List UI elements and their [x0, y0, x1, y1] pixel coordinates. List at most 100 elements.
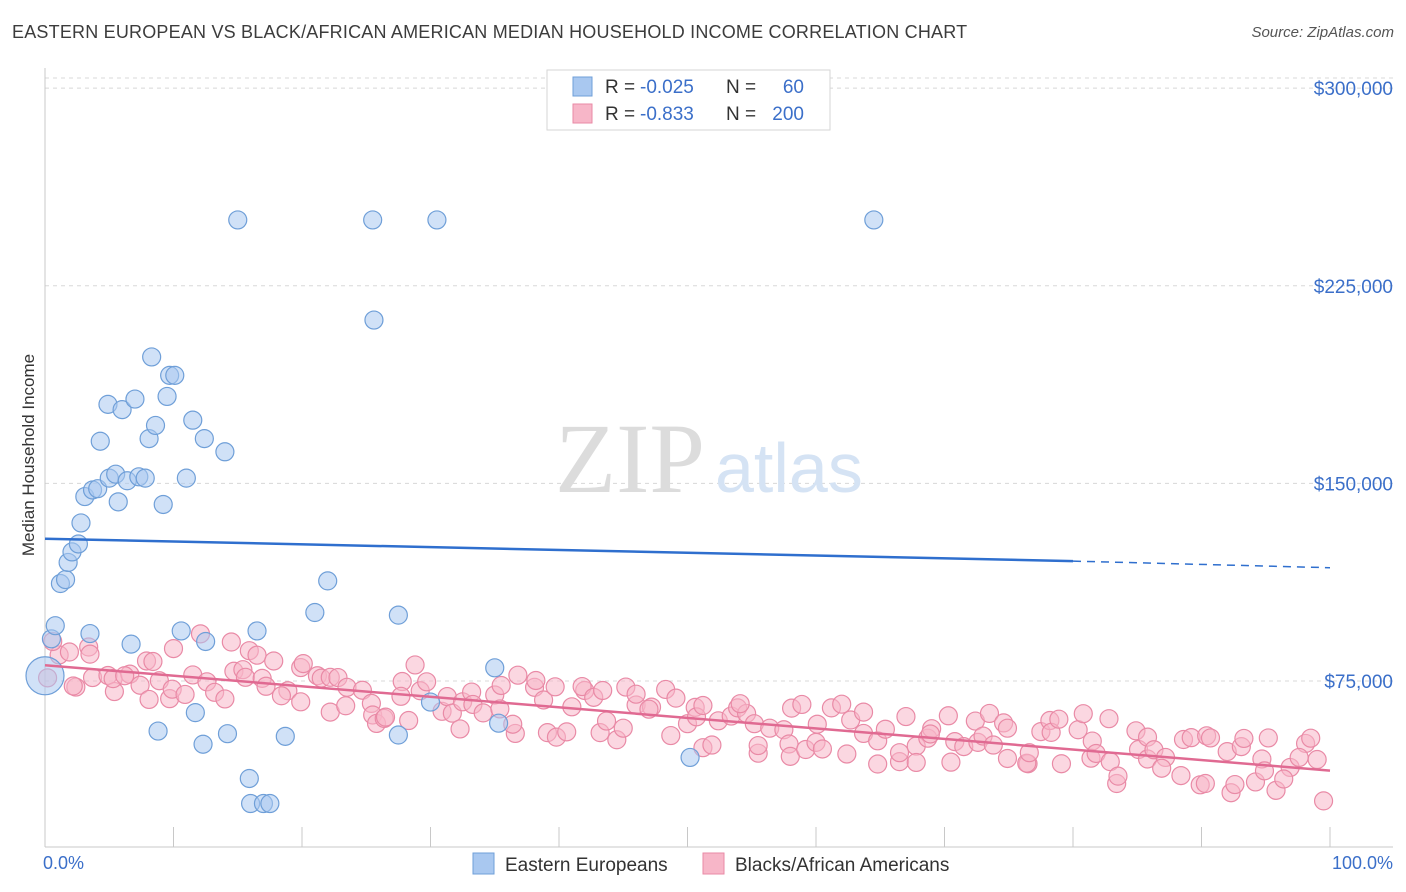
blacks-point: [59, 642, 80, 662]
blacks-point: [1289, 747, 1309, 768]
eastern-europeans-point: [680, 747, 700, 768]
blacks-point: [730, 694, 750, 714]
blacks-point: [1195, 773, 1215, 794]
legend-swatch-pink: [572, 103, 593, 124]
legend-r-value-1: -0.025: [640, 77, 694, 98]
trend-line-blacks: [44, 663, 1331, 772]
eastern-europeans-point: [45, 616, 65, 636]
trend-lines: [44, 537, 1331, 772]
eastern-europeans-point: [121, 634, 141, 654]
blacks-point: [405, 655, 425, 675]
eastern-europeans-point: [185, 703, 205, 723]
blacks-point: [702, 735, 722, 755]
trend-line-eastern-europeans-extrapolated: [1072, 560, 1331, 569]
blacks-point: [247, 645, 267, 665]
eastern-europeans-point: [157, 386, 177, 407]
x-tick-label-max: 100.0%: [1332, 853, 1393, 873]
blacks-point: [1073, 704, 1093, 724]
blacks-point: [906, 752, 926, 773]
eastern-europeans-point: [217, 724, 238, 744]
blacks-point: [693, 695, 713, 716]
blacks-point: [508, 665, 528, 685]
eastern-europeans-point: [171, 621, 191, 641]
eastern-europeans-point: [196, 631, 216, 652]
eastern-europeans-point: [90, 431, 110, 451]
blacks-point: [1313, 791, 1334, 811]
blacks-point: [1051, 754, 1072, 774]
watermark-zip: ZIP: [555, 403, 705, 514]
eastern-europeans-point: [318, 571, 338, 591]
y-tick-label: $150,000: [1314, 474, 1393, 495]
blacks-point: [1307, 749, 1327, 770]
blacks-point: [545, 677, 565, 697]
blacks-point: [450, 719, 470, 739]
eastern-europeans-point: [112, 400, 132, 420]
eastern-europeans-point: [55, 569, 76, 590]
blacks-point: [626, 684, 646, 704]
blacks-point: [1258, 728, 1278, 748]
blacks-point: [491, 675, 511, 696]
blacks-point: [1152, 758, 1172, 778]
eastern-europeans-point: [176, 468, 196, 488]
legend-frame: [546, 69, 831, 131]
blacks-point: [271, 686, 292, 706]
watermark-atlas: atlas: [715, 429, 863, 507]
series-eastern-europeans-points: [25, 210, 884, 814]
eastern-europeans-point: [194, 429, 214, 449]
eastern-europeans-point: [142, 347, 162, 367]
blacks-point: [557, 722, 577, 742]
eastern-europeans-point: [427, 210, 447, 230]
blacks-point: [417, 672, 437, 692]
blacks-point: [256, 676, 276, 696]
blacks-point: [130, 675, 150, 695]
blacks-point: [1301, 728, 1321, 748]
eastern-europeans-point: [135, 468, 155, 488]
blacks-point: [391, 686, 411, 706]
blacks-point: [748, 735, 768, 756]
blacks-point: [997, 748, 1018, 769]
eastern-europeans-point: [25, 656, 65, 696]
eastern-europeans-point: [489, 713, 509, 733]
eastern-europeans-point: [193, 734, 213, 754]
eastern-europeans-point: [260, 793, 280, 814]
legend-item-blacks-swatch: [702, 852, 725, 875]
legend-n-label-2: N =: [726, 104, 756, 125]
blacks-point: [812, 739, 833, 759]
eastern-europeans-point: [71, 513, 91, 533]
blacks-point: [473, 703, 493, 723]
eastern-europeans-point: [363, 210, 383, 230]
blacks-point: [983, 735, 1003, 755]
legend-n-value-2: 200: [772, 104, 804, 125]
blacks-point: [235, 667, 256, 687]
blacks-point: [264, 651, 284, 671]
y-tick-label: $300,000: [1314, 79, 1393, 100]
blacks-point: [1234, 728, 1254, 749]
blacks-point: [596, 711, 617, 731]
legend-item-eastern-europeans: Eastern Europeans: [505, 855, 668, 876]
blacks-point: [807, 714, 827, 734]
correlation-legend: R = -0.025 N = 60 R = -0.833 N = 200: [546, 69, 831, 131]
blacks-point: [1171, 765, 1191, 786]
eastern-europeans-point: [275, 726, 295, 746]
legend-swatch-blue: [572, 76, 593, 97]
blacks-point: [832, 694, 852, 714]
blacks-point: [1099, 709, 1119, 729]
blacks-point: [63, 676, 83, 696]
eastern-europeans-point: [125, 389, 145, 409]
blacks-point: [291, 692, 311, 712]
legend-item-eastern-europeans-swatch: [472, 852, 495, 875]
blacks-point: [163, 638, 184, 659]
series-legend: Eastern Europeans Blacks/African America…: [472, 852, 949, 876]
y-tick-label: $225,000: [1314, 277, 1393, 298]
blacks-point: [221, 632, 241, 652]
axes: [44, 68, 1393, 848]
blacks-point: [143, 651, 163, 672]
blacks-point: [896, 706, 916, 727]
eastern-europeans-point: [364, 310, 384, 330]
y-axis-label: Median Household Income: [19, 354, 38, 556]
blacks-point: [375, 707, 396, 727]
blacks-point: [666, 688, 686, 708]
chart-title: EASTERN EUROPEAN VS BLACK/AFRICAN AMERIC…: [12, 22, 968, 42]
